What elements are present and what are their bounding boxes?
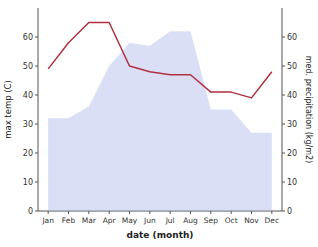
x-tick	[170, 211, 171, 214]
x-tick-label: Oct	[225, 216, 238, 225]
y-tick-label: 50	[23, 62, 33, 71]
x-tick-label: Apr	[103, 216, 117, 225]
y-tick	[35, 153, 38, 154]
y2-tick	[282, 182, 285, 183]
y2-tick-label: 20	[287, 149, 297, 158]
chart-svg: 0 10 20 30 40 50 60 0 10 20 30 40 50 60 Jan Feb Mar Apr Ma…	[0, 0, 318, 247]
y2-tick-label: 60	[287, 33, 297, 42]
y2-tick-label: 30	[287, 120, 297, 129]
y-tick	[35, 211, 38, 212]
x-tick-label: Jun	[143, 216, 156, 225]
y2-tick	[282, 124, 285, 125]
y-tick	[35, 95, 38, 96]
y-axis-line	[38, 8, 39, 211]
y-axis-label: max temp (C)	[3, 80, 13, 139]
y2-tick-label: 10	[287, 178, 297, 187]
x-tick-label: Mar	[82, 216, 97, 225]
y2-tick-label: 50	[287, 62, 297, 71]
x-tick-label: Sep	[204, 216, 218, 225]
x-tick	[210, 211, 211, 214]
y2-tick	[282, 153, 285, 154]
x-tick	[129, 211, 130, 214]
x-tick	[251, 211, 252, 214]
y-tick-label: 60	[23, 33, 33, 42]
x-tick	[109, 211, 110, 214]
x-tick-label: Feb	[62, 216, 76, 225]
x-tick-label: Nov	[244, 216, 259, 225]
temperature-line	[48, 23, 272, 98]
y2-axis-line	[282, 8, 283, 211]
y-tick-label: 0	[28, 207, 33, 216]
x-tick	[48, 211, 49, 214]
y2-tick-label: 40	[287, 91, 297, 100]
plot-area	[48, 23, 272, 212]
y2-axis-label: med. precipitation (kg/m2)	[304, 56, 313, 163]
y2-tick	[282, 95, 285, 96]
y-tick-label: 10	[23, 178, 33, 187]
x-tick-label: Jan	[41, 216, 54, 225]
y-tick	[35, 37, 38, 38]
x-tick-label: May	[122, 216, 138, 225]
x-tick	[190, 211, 191, 214]
y2-tick	[282, 37, 285, 38]
x-tick	[231, 211, 232, 214]
y-tick	[35, 182, 38, 183]
y-tick	[35, 66, 38, 67]
x-tick-label: Dec	[265, 216, 280, 225]
y2-tick	[282, 211, 285, 212]
y-tick-label: 40	[23, 91, 33, 100]
x-tick-label: Jul	[165, 216, 175, 225]
y-tick	[35, 124, 38, 125]
x-axis-label: date (month)	[127, 230, 194, 240]
x-tick	[271, 211, 272, 214]
precipitation-area	[48, 31, 272, 211]
y2-tick	[282, 66, 285, 67]
x-tick	[149, 211, 150, 214]
y-tick-label: 20	[23, 149, 33, 158]
chart-container: 0 10 20 30 40 50 60 0 10 20 30 40 50 60 Jan Feb Mar Apr Ma…	[0, 0, 318, 247]
x-tick	[68, 211, 69, 214]
y2-tick-label: 0	[287, 207, 292, 216]
y-tick-label: 30	[23, 120, 33, 129]
x-tick	[88, 211, 89, 214]
x-tick-label: Aug	[183, 216, 198, 225]
